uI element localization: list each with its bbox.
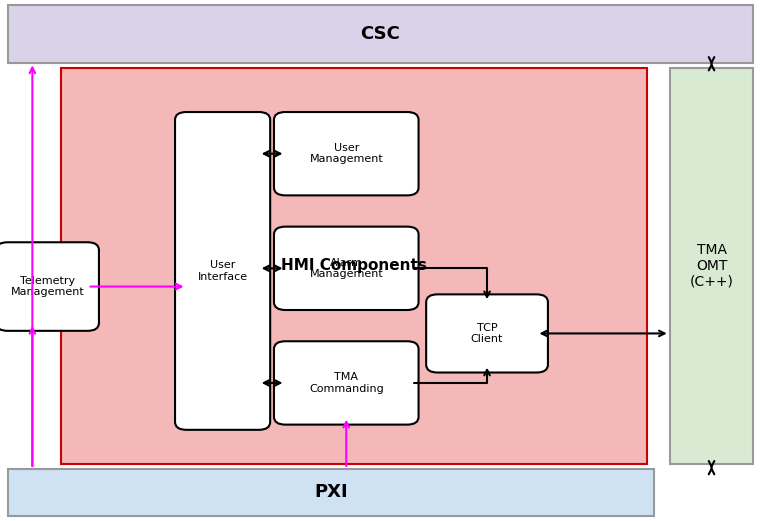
- FancyBboxPatch shape: [8, 5, 753, 63]
- FancyBboxPatch shape: [175, 112, 270, 430]
- Text: PXI: PXI: [314, 483, 348, 501]
- FancyBboxPatch shape: [274, 227, 419, 310]
- FancyBboxPatch shape: [8, 469, 654, 516]
- Text: TCP
Client: TCP Client: [471, 322, 503, 344]
- Text: Alarm
Management: Alarm Management: [310, 257, 383, 279]
- Text: User
Management: User Management: [310, 143, 383, 165]
- Text: Telemetry
Management: Telemetry Management: [11, 276, 84, 297]
- FancyBboxPatch shape: [0, 242, 99, 331]
- Text: User
Interface: User Interface: [198, 260, 247, 282]
- FancyBboxPatch shape: [61, 68, 647, 464]
- FancyBboxPatch shape: [274, 341, 419, 425]
- Text: TMA
OMT
(C++): TMA OMT (C++): [689, 242, 734, 289]
- FancyBboxPatch shape: [274, 112, 419, 195]
- FancyBboxPatch shape: [426, 294, 548, 373]
- Text: TMA
Commanding: TMA Commanding: [309, 372, 384, 394]
- Text: CSC: CSC: [361, 25, 400, 43]
- FancyBboxPatch shape: [670, 68, 753, 464]
- Text: HMI Components: HMI Components: [281, 258, 427, 273]
